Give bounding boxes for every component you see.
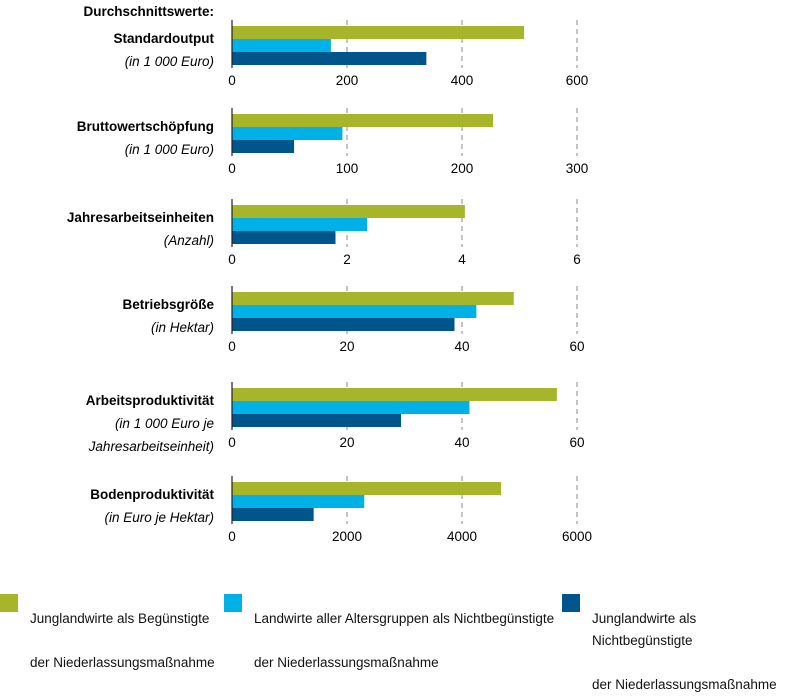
tick-label: 100 [336, 161, 359, 176]
bar-betriebsgroesse-series-2 [232, 305, 477, 318]
legend-item-all-ages-nonbeneficiaries: Landwirte aller Altersgruppen als Nichtb… [224, 586, 554, 674]
bar-betriebsgroesse-series-3 [232, 318, 455, 331]
legend-label-line: der Niederlassungsmaßnahme [592, 677, 777, 692]
legend-swatch [224, 594, 242, 612]
tick-label: 6000 [562, 529, 592, 544]
tick-label: 4 [458, 252, 466, 267]
legend-label-line: der Niederlassungsmaßnahme [254, 655, 439, 670]
bar-bodenproduktivitaet-series-1 [232, 482, 502, 495]
tick-label: 60 [569, 339, 584, 354]
legend: Junglandwirte als Begünstigte der Nieder… [0, 586, 800, 692]
tick-label: 2000 [332, 529, 362, 544]
tick-label: 20 [339, 339, 354, 354]
bar-standardoutput-series-2 [232, 39, 331, 52]
bar-bodenproduktivitaet-series-3 [232, 508, 314, 521]
tick-label: 4000 [447, 529, 477, 544]
legend-swatch [562, 594, 580, 612]
panel-label: Arbeitsproduktivität [86, 393, 215, 408]
legend-label-line: Landwirte aller Altersgruppen als Nichtb… [254, 611, 555, 626]
bar-jahresarbeitseinheiten-series-2 [232, 218, 368, 231]
bar-chart: Durchschnittswerte: 0 200 400 600Standardou… [67, 4, 592, 544]
tick-label: 40 [454, 435, 469, 450]
bar-bruttowertschoepfung-series-1 [232, 114, 494, 127]
tick-label: 0 [228, 161, 236, 176]
bar-standardoutput-series-3 [232, 52, 427, 65]
legend-label: Junglandwirte als Nichtbegünstigte der N… [592, 586, 800, 696]
panel-unit: (in Euro je Hektar) [104, 510, 214, 525]
tick-label: 2 [343, 252, 351, 267]
panel-unit: (in 1 000 Euro) [125, 142, 214, 157]
bar-bruttowertschoepfung-series-2 [232, 127, 343, 140]
panel-betriebsgroesse: 0 20 40 60 Betriebsgröße (in Hektar) [122, 286, 585, 354]
panel-unit: Jahresarbeitseinheit) [88, 439, 214, 454]
tick-label: 200 [451, 161, 474, 176]
panel-label: Bodenproduktivität [90, 487, 214, 502]
tick-label: 0 [228, 73, 236, 88]
panel-unit: (Anzahl) [164, 233, 214, 248]
tick-label: 60 [569, 435, 584, 450]
panel-unit: (in 1 000 Euro je [115, 416, 214, 431]
panel-bodenproduktivitaet: 0 2000 4000 6000 Bodenproduktivität (in Euro … [90, 476, 592, 544]
tick-label: 400 [451, 73, 474, 88]
bar-standardoutput-series-1 [232, 26, 525, 39]
panel-label: Jahresarbeitseinheiten [67, 210, 214, 225]
legend-label: Landwirte aller Altersgruppen als Nichtb… [254, 586, 554, 674]
bar-arbeitsproduktivitaet-series-2 [232, 401, 470, 414]
legend-label: Junglandwirte als Begünstigte der Nieder… [30, 586, 215, 674]
tick-label: 20 [339, 435, 354, 450]
panel-label: Betriebsgröße [122, 297, 214, 312]
tick-label: 0 [228, 252, 236, 267]
panel-bruttowertschoepfung: 0 100 200 300 Bruttowertschöpfung (in 1 000 E… [77, 108, 589, 176]
panel-standardoutput: 0 200 400 600 Standardoutput (in 1 000 Euro) [114, 20, 589, 88]
bar-bruttowertschoepfung-series-3 [232, 140, 295, 153]
panel-unit: (in 1 000 Euro) [125, 54, 214, 69]
panel-jahresarbeitseinheiten: 0 2 4 6 Jahresarbeitseinheiten (Anzahl) [67, 199, 581, 267]
tick-label: 0 [228, 339, 236, 354]
legend-label-line: der Niederlassungsmaßnahme [30, 655, 215, 670]
bar-jahresarbeitseinheiten-series-3 [232, 231, 336, 244]
chart-header: Durchschnittswerte: [83, 4, 214, 19]
legend-item-young-beneficiaries: Junglandwirte als Begünstigte der Nieder… [0, 586, 215, 674]
legend-label-line: Junglandwirte als Nichtbegünstigte [592, 611, 697, 648]
tick-label: 600 [566, 73, 589, 88]
tick-label: 0 [228, 529, 236, 544]
tick-label: 300 [566, 161, 589, 176]
legend-label-line: Junglandwirte als Begünstigte [30, 611, 210, 626]
bar-arbeitsproduktivitaet-series-1 [232, 388, 557, 401]
tick-label: 0 [228, 435, 236, 450]
bar-bodenproduktivitaet-series-2 [232, 495, 365, 508]
legend-swatch [0, 594, 18, 612]
panel-label: Bruttowertschöpfung [77, 119, 214, 134]
panel-arbeitsproduktivitaet: 0 20 40 60 Arbeitsproduktivität (in 1 000 Eur… [86, 382, 585, 454]
bar-arbeitsproduktivitaet-series-3 [232, 414, 402, 427]
panel-unit: (in Hektar) [151, 320, 214, 335]
bar-jahresarbeitseinheiten-series-1 [232, 205, 465, 218]
tick-label: 40 [454, 339, 469, 354]
tick-label: 200 [336, 73, 359, 88]
legend-item-young-nonbeneficiaries: Junglandwirte als Nichtbegünstigte der N… [562, 586, 800, 696]
tick-label: 6 [573, 252, 581, 267]
panel-label: Standardoutput [114, 31, 215, 46]
bar-betriebsgroesse-series-1 [232, 292, 514, 305]
